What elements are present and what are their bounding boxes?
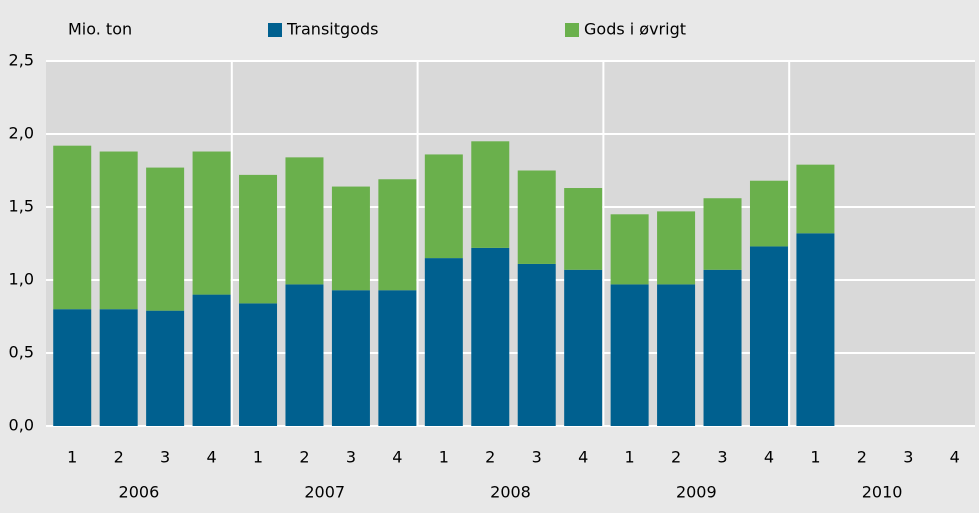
plot-area: [46, 61, 975, 426]
y-tick-label: 1,5: [9, 197, 34, 216]
bar-segment: [99, 151, 138, 310]
bar-segment: [331, 186, 370, 291]
bar-segment: [53, 145, 92, 310]
bar-segment: [146, 310, 185, 426]
legend-label: Gods i øvrigt: [584, 20, 686, 39]
bar-segment: [424, 154, 463, 259]
x-tick-label: 4: [392, 448, 402, 467]
legend-swatch: [268, 23, 282, 37]
group-label: 2009: [676, 483, 717, 502]
group-label: 2007: [304, 483, 345, 502]
bar-segment: [657, 284, 696, 426]
group-label: 2006: [119, 483, 160, 502]
x-tick-label: 3: [903, 448, 913, 467]
x-tick-label: 4: [206, 448, 216, 467]
bar-segment: [192, 151, 231, 295]
bar-segment: [192, 294, 231, 426]
bar-segment: [703, 269, 742, 426]
bar-segment: [285, 157, 324, 285]
bar-segment: [285, 284, 324, 426]
bar-segment: [796, 164, 835, 234]
bar-segment: [749, 180, 788, 247]
x-tick-label: 1: [810, 448, 820, 467]
x-tick-label: 1: [67, 448, 77, 467]
x-tick-label: 3: [717, 448, 727, 467]
bar-segment: [657, 211, 696, 285]
x-tick-label: 3: [532, 448, 542, 467]
bar-segment: [471, 141, 510, 248]
bar-segment: [471, 247, 510, 426]
group-label: 2008: [490, 483, 531, 502]
group-label: 2010: [862, 483, 903, 502]
bar-segment: [517, 263, 556, 426]
bar-segment: [703, 198, 742, 270]
bar-segment: [564, 269, 603, 426]
bar-segment: [239, 303, 278, 426]
x-tick-label: 2: [857, 448, 867, 467]
bar-segment: [378, 179, 417, 291]
x-tick-label: 1: [253, 448, 263, 467]
x-tick-label: 1: [625, 448, 635, 467]
bar-segment: [331, 290, 370, 426]
bar-segment: [239, 174, 278, 304]
bar-segment: [53, 309, 92, 426]
x-tick-label: 4: [950, 448, 960, 467]
bar-segment: [796, 233, 835, 426]
bar-segment: [424, 258, 463, 426]
x-tick-label: 4: [578, 448, 588, 467]
bar-segment: [564, 188, 603, 270]
x-tick-label: 3: [346, 448, 356, 467]
x-tick-label: 4: [764, 448, 774, 467]
x-tick-label: 2: [671, 448, 681, 467]
legend-swatch: [565, 23, 579, 37]
y-tick-label: 2,5: [9, 51, 34, 70]
y-axis-label: Mio. ton: [68, 20, 132, 39]
x-tick-label: 1: [439, 448, 449, 467]
bar-segment: [610, 284, 649, 426]
y-tick-label: 0,5: [9, 343, 34, 362]
bar-segment: [378, 290, 417, 426]
bar-segment: [610, 214, 649, 285]
bar-segment: [749, 246, 788, 426]
x-tick-label: 2: [299, 448, 309, 467]
bar-segment: [146, 167, 185, 311]
y-tick-label: 0,0: [9, 416, 34, 435]
y-tick-label: 2,0: [9, 124, 34, 143]
bar-segment: [517, 170, 556, 264]
y-tick-label: 1,0: [9, 270, 34, 289]
x-tick-label: 2: [485, 448, 495, 467]
bar-segment: [99, 309, 138, 426]
legend-label: Transitgods: [286, 20, 378, 39]
x-tick-label: 2: [114, 448, 124, 467]
x-tick-label: 3: [160, 448, 170, 467]
